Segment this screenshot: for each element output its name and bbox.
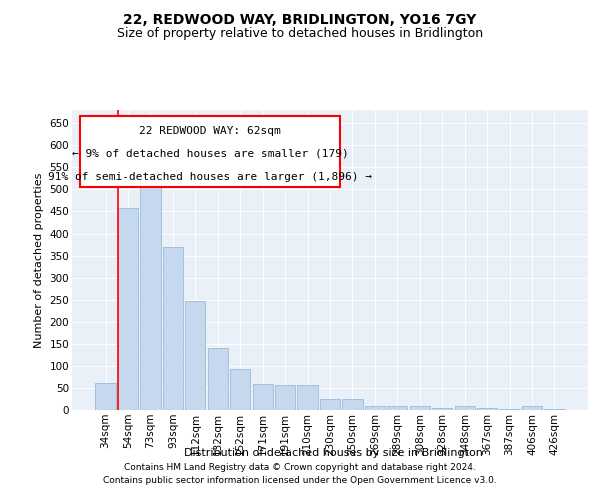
Bar <box>185 300 205 410</box>
Bar <box>387 406 407 410</box>
Bar <box>95 382 116 410</box>
Text: Contains public sector information licensed under the Open Government Licence v3: Contains public sector information licen… <box>103 476 497 485</box>
Bar <box>432 408 452 410</box>
Bar <box>253 384 273 410</box>
Bar <box>544 408 565 410</box>
Bar <box>320 399 340 410</box>
Text: 22 REDWOOD WAY: 62sqm: 22 REDWOOD WAY: 62sqm <box>139 126 281 136</box>
Bar <box>343 399 362 410</box>
Text: Size of property relative to detached houses in Bridlington: Size of property relative to detached ho… <box>117 28 483 40</box>
Text: 22, REDWOOD WAY, BRIDLINGTON, YO16 7GY: 22, REDWOOD WAY, BRIDLINGTON, YO16 7GY <box>124 12 476 26</box>
Bar <box>140 180 161 410</box>
Bar <box>522 406 542 410</box>
Bar <box>118 208 138 410</box>
Bar <box>208 348 228 410</box>
Bar <box>275 385 295 410</box>
Bar <box>163 247 183 410</box>
Bar <box>410 406 430 410</box>
Bar <box>298 385 317 410</box>
Text: Distribution of detached houses by size in Bridlington: Distribution of detached houses by size … <box>184 448 482 458</box>
Text: 91% of semi-detached houses are larger (1,896) →: 91% of semi-detached houses are larger (… <box>48 172 372 181</box>
Text: Contains HM Land Registry data © Crown copyright and database right 2024.: Contains HM Land Registry data © Crown c… <box>124 464 476 472</box>
Text: ← 9% of detached houses are smaller (179): ← 9% of detached houses are smaller (179… <box>71 149 349 159</box>
FancyBboxPatch shape <box>80 116 340 186</box>
Bar <box>365 406 385 410</box>
Bar <box>499 408 520 410</box>
Bar <box>455 406 475 410</box>
Bar <box>477 408 497 410</box>
Y-axis label: Number of detached properties: Number of detached properties <box>34 172 44 348</box>
Bar <box>230 369 250 410</box>
